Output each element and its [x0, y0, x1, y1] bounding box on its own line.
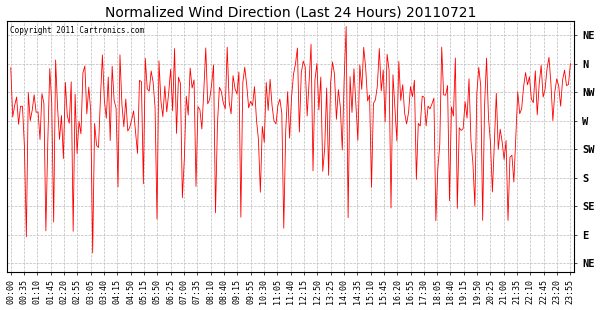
- Title: Normalized Wind Direction (Last 24 Hours) 20110721: Normalized Wind Direction (Last 24 Hours…: [105, 6, 476, 20]
- Text: Copyright 2011 Cartronics.com: Copyright 2011 Cartronics.com: [10, 26, 144, 35]
